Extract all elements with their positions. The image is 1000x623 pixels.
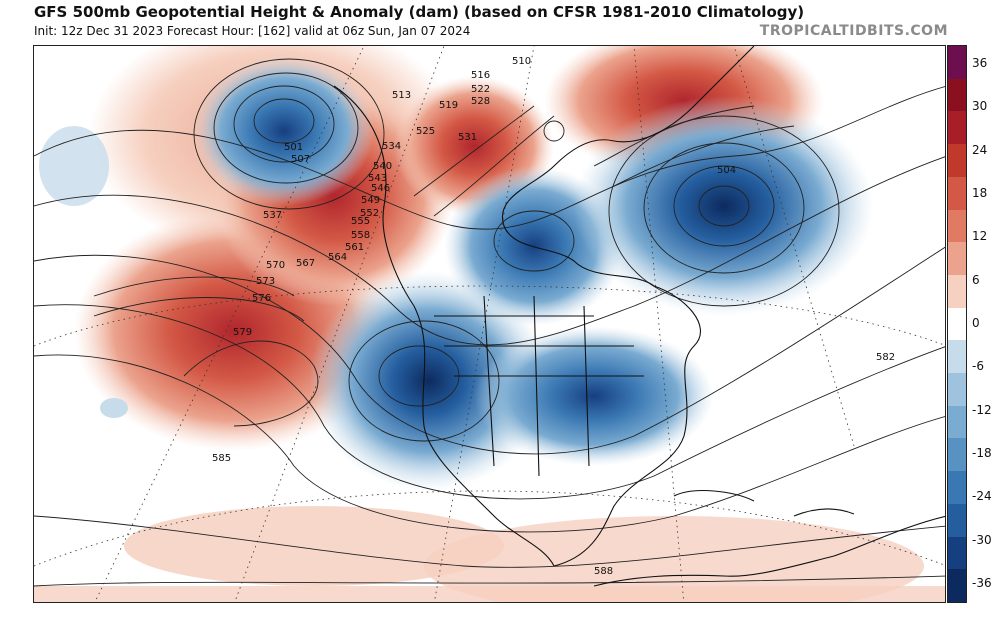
contour-label: 564 — [328, 252, 347, 263]
colorbar-segment — [948, 46, 966, 80]
anomaly-shading — [34, 46, 945, 602]
colorbar-tick-label: 24 — [972, 142, 988, 157]
colorbar-segment — [948, 209, 966, 243]
colorbar-tick-label: -12 — [972, 402, 992, 417]
colorbar-segment — [948, 78, 966, 112]
colorbar-tick-label: 0 — [972, 316, 980, 330]
contour-label: 519 — [439, 100, 458, 111]
contour-label: 534 — [382, 141, 401, 152]
colorbar-tick-label: -6 — [972, 359, 984, 374]
contour-label: 531 — [458, 132, 477, 143]
contour-label: 528 — [471, 96, 490, 107]
contour-label: 516 — [471, 70, 490, 81]
colorbar-segment — [948, 176, 966, 211]
contour-label: 540 — [373, 161, 392, 172]
contour-label: 501 — [284, 142, 303, 153]
contour-label: 561 — [345, 242, 364, 253]
contour-label: 585 — [212, 453, 231, 464]
colorbar-tick-label: 30 — [972, 99, 988, 114]
map-subtitle: Init: 12z Dec 31 2023 Forecast Hour: [16… — [34, 24, 471, 38]
coastlines — [333, 46, 945, 587]
colorbar-segment — [948, 405, 966, 439]
contour-label: 588 — [594, 566, 613, 577]
map-canvas: 5105165225285135195255315345375405435465… — [34, 46, 945, 602]
contour-label: 567 — [296, 258, 315, 269]
colorbar-segment — [948, 569, 966, 603]
contour-label: 522 — [471, 84, 490, 95]
contour-label-layer: 5105165225285135195255315345375405435465… — [212, 56, 895, 577]
colorbar-tick-label: -18 — [972, 446, 992, 460]
colorbar-segment — [948, 471, 966, 505]
contour-label: 579 — [233, 327, 252, 338]
anomaly-map: 510 516 522 528 513 519 525 531 534 537 540 543 546 5… — [33, 45, 946, 603]
colorbar-segment — [948, 503, 966, 538]
contour-label: 555 — [351, 216, 370, 227]
contour-label: 504 — [717, 165, 736, 176]
colorbar-segment — [948, 536, 966, 570]
contour-label: 552 — [360, 208, 379, 219]
contour-label: 513 — [392, 90, 411, 101]
colorbar-segment — [948, 307, 966, 341]
height-contours — [34, 58, 945, 587]
graticule — [34, 46, 945, 602]
colorbar-segment — [948, 274, 966, 309]
colorbar-segment — [948, 144, 966, 178]
colorbar-segment — [948, 111, 966, 145]
colorbar-tick-label: 36 — [972, 56, 988, 70]
colorbar-segment — [948, 438, 966, 472]
contour-label: 558 — [351, 230, 370, 241]
anomaly-colorbar — [947, 45, 967, 603]
contour-label: 573 — [256, 276, 275, 287]
colorbar-tick-label: -36 — [972, 576, 992, 590]
colorbar-segment — [948, 340, 966, 374]
contour-label: 537 — [263, 210, 282, 221]
map-title: GFS 500mb Geopotential Height & Anomaly … — [34, 3, 805, 21]
colorbar-tick-label: 6 — [972, 272, 980, 287]
contour-label: 525 — [416, 126, 435, 137]
contour-label: 570 — [266, 260, 285, 271]
contour-label: 576 — [252, 293, 271, 304]
contour-label: 549 — [361, 195, 380, 206]
brand-watermark: TROPICALTIDBITS.COM — [759, 23, 948, 39]
colorbar-tick-label: 12 — [972, 229, 988, 244]
colorbar-tick-label: 18 — [972, 186, 988, 200]
colorbar-segment — [948, 373, 966, 407]
colorbar-tick-label: -30 — [972, 532, 992, 547]
contour-label: 546 — [371, 183, 390, 194]
contour-label: 582 — [876, 352, 895, 363]
contour-label: 543 — [368, 173, 387, 184]
contour-label: 510 — [512, 56, 531, 67]
colorbar-segment — [948, 242, 966, 276]
contour-label: 507 — [291, 154, 310, 165]
colorbar-tick-label: -24 — [972, 489, 992, 504]
